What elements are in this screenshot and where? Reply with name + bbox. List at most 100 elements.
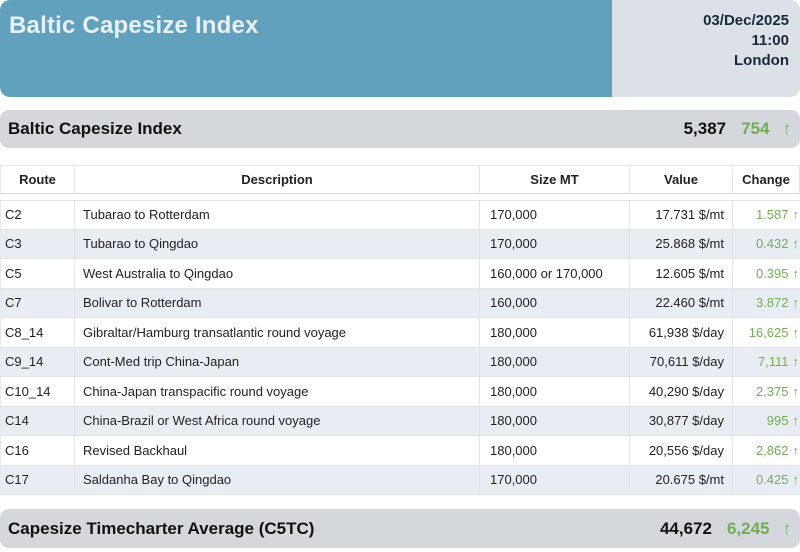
timecharter-value: 44,672 [659, 518, 712, 538]
title-box: Baltic Capesize Index [0, 0, 612, 97]
table-row: C7 Bolivar to Rotterdam 160,000 22.460 $/mt… [0, 288, 800, 318]
route-cell: C3 [0, 229, 75, 258]
change-value: 0.395 [755, 265, 789, 281]
value-cell: 61,938 $/day [630, 318, 733, 347]
table-row: C14 China-Brazil or West Africa round voy… [0, 406, 800, 436]
size-cell: 170,000 [480, 229, 630, 258]
description-cell: Saldanha Bay to Qingdao [75, 465, 480, 494]
timecharter-change: 6,245 [726, 518, 770, 538]
change-value: 1.587 [755, 207, 789, 223]
table-row: C9_14 Cont-Med trip China-Japan 180,000 70,… [0, 347, 800, 377]
route-cell: C8_14 [0, 318, 75, 347]
up-arrow-icon: ↑ [792, 236, 800, 252]
change-cell: 2,375 ↑ [733, 377, 800, 406]
change-value: 16,625 [748, 324, 789, 340]
table-row: C8_14 Gibraltar/Hamburg transatlantic rou… [0, 318, 800, 348]
value-cell: 70,611 $/day [630, 347, 733, 376]
up-arrow-icon: ↑ [792, 442, 800, 458]
change-value: 7,111 [757, 354, 789, 370]
report-date: 03/Dec/2025 [703, 12, 789, 29]
description-cell: Bolivar to Rotterdam [75, 288, 480, 317]
change-cell: 7,111 ↑ [733, 348, 800, 377]
up-arrow-icon: ↑ [782, 518, 792, 538]
up-arrow-icon: ↑ [792, 295, 800, 311]
up-arrow-icon: ↑ [792, 383, 800, 399]
report-location: London [734, 52, 789, 69]
size-cell: 160,000 [480, 288, 630, 317]
routes-table: Route Description Size MT Value Change C… [0, 165, 800, 495]
up-arrow-icon: ↑ [792, 354, 800, 370]
change-cell: 995 ↑ [733, 407, 800, 436]
description-cell: Cont-Med trip China-Japan [75, 347, 480, 376]
route-cell: C14 [0, 406, 75, 435]
change-value: 0.425 [755, 472, 789, 488]
size-cell: 160,000 or 170,000 [480, 259, 630, 288]
column-header-description: Description [75, 166, 480, 193]
table-row: C3 Tubarao to Qingdao 170,000 25.868 $/mt 0.… [0, 229, 800, 259]
size-cell: 180,000 [480, 377, 630, 406]
index-change: 754 [741, 119, 770, 138]
change-cell: 0.432 ↑ [733, 230, 800, 259]
value-cell: 25.868 $/mt [630, 229, 733, 258]
index-summary-bar: Baltic Capesize Index 5,387 754 ↑ [0, 110, 800, 148]
up-arrow-icon: ↑ [792, 265, 800, 281]
change-cell: 1.587 ↑ [733, 201, 800, 229]
table-header-row: Route Description Size MT Value Change [0, 165, 800, 194]
page-title: Baltic Capesize Index [9, 12, 259, 39]
table-row: C5 West Australia to Qingdao 160,000 or 17… [0, 259, 800, 289]
column-header-size-mt: Size MT [480, 166, 630, 193]
column-header-value: Value [630, 166, 733, 193]
table-row: C10_14 China-Japan transpacific round voy… [0, 377, 800, 407]
value-cell: 20.675 $/mt [630, 465, 733, 494]
change-value: 3.872 [755, 295, 789, 311]
change-value: 0.432 [755, 236, 789, 252]
size-cell: 170,000 [480, 465, 630, 494]
description-cell: Tubarao to Rotterdam [75, 201, 480, 229]
column-header-change: Change [733, 166, 800, 193]
change-value: 995 [766, 413, 789, 429]
change-value: 2,862 [755, 442, 789, 458]
value-cell: 30,877 $/day [630, 406, 733, 435]
table-body: C2 Tubarao to Rotterdam 170,000 17.731 $/mt… [0, 200, 800, 495]
top-header: Baltic Capesize Index 03/Dec/2025 11:00 … [0, 0, 800, 97]
change-cell: 0.425 ↑ [733, 466, 800, 495]
value-cell: 22.460 $/mt [630, 288, 733, 317]
route-cell: C10_14 [0, 377, 75, 406]
value-cell: 40,290 $/day [630, 377, 733, 406]
description-cell: China-Japan transpacific round voyage [75, 377, 480, 406]
value-cell: 12.605 $/mt [630, 259, 733, 288]
index-value: 5,387 [683, 119, 727, 138]
size-cell: 180,000 [480, 347, 630, 376]
description-cell: Gibraltar/Hamburg transatlantic round vo… [75, 318, 480, 347]
column-header-route: Route [0, 166, 75, 193]
size-cell: 180,000 [480, 436, 630, 465]
up-arrow-icon: ↑ [792, 472, 800, 488]
route-cell: C7 [0, 288, 75, 317]
description-cell: Tubarao to Qingdao [75, 229, 480, 258]
index-label: Baltic Capesize Index [8, 119, 182, 138]
route-cell: C2 [0, 201, 75, 229]
value-cell: 17.731 $/mt [630, 201, 733, 229]
value-cell: 20,556 $/day [630, 436, 733, 465]
change-cell: 2,862 ↑ [733, 436, 800, 465]
table-row: C17 Saldanha Bay to Qingdao 170,000 20.675 … [0, 465, 800, 495]
up-arrow-icon: ↑ [792, 207, 800, 223]
up-arrow-icon: ↑ [792, 413, 800, 429]
size-cell: 180,000 [480, 318, 630, 347]
route-cell: C16 [0, 436, 75, 465]
change-cell: 3.872 ↑ [733, 289, 800, 318]
table-row: C16 Revised Backhaul 180,000 20,556 $/day 2,… [0, 436, 800, 466]
up-arrow-icon: ↑ [792, 324, 800, 340]
timecharter-label: Capesize Timecharter Average (C5TC) [8, 518, 315, 538]
change-value: 2,375 [755, 383, 789, 399]
route-cell: C9_14 [0, 347, 75, 376]
up-arrow-icon: ↑ [782, 119, 792, 138]
description-cell: Revised Backhaul [75, 436, 480, 465]
route-cell: C5 [0, 259, 75, 288]
timecharter-average-bar: Capesize Timecharter Average (C5TC) 44,6… [0, 509, 800, 548]
description-cell: China-Brazil or West Africa round voyage [75, 406, 480, 435]
size-cell: 180,000 [480, 406, 630, 435]
change-cell: 0.395 ↑ [733, 259, 800, 288]
size-cell: 170,000 [480, 201, 630, 229]
